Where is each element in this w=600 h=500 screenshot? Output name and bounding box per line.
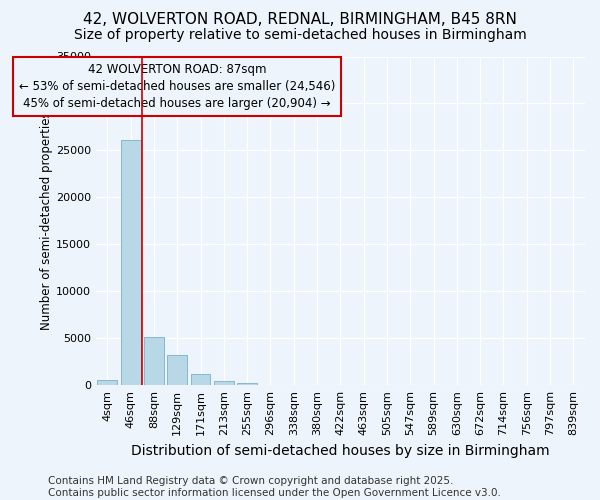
Bar xyxy=(144,338,164,385)
Bar xyxy=(237,384,257,385)
Text: Contains HM Land Registry data © Crown copyright and database right 2025.
Contai: Contains HM Land Registry data © Crown c… xyxy=(48,476,501,498)
Bar xyxy=(191,374,211,385)
Text: 42 WOLVERTON ROAD: 87sqm
← 53% of semi-detached houses are smaller (24,546)
45% : 42 WOLVERTON ROAD: 87sqm ← 53% of semi-d… xyxy=(19,63,335,110)
Bar xyxy=(167,355,187,385)
Y-axis label: Number of semi-detached properties: Number of semi-detached properties xyxy=(40,112,53,330)
X-axis label: Distribution of semi-detached houses by size in Birmingham: Distribution of semi-detached houses by … xyxy=(131,444,550,458)
Bar xyxy=(97,380,117,385)
Bar xyxy=(121,140,140,385)
Text: 42, WOLVERTON ROAD, REDNAL, BIRMINGHAM, B45 8RN: 42, WOLVERTON ROAD, REDNAL, BIRMINGHAM, … xyxy=(83,12,517,28)
Bar xyxy=(214,382,234,385)
Text: Size of property relative to semi-detached houses in Birmingham: Size of property relative to semi-detach… xyxy=(74,28,526,42)
